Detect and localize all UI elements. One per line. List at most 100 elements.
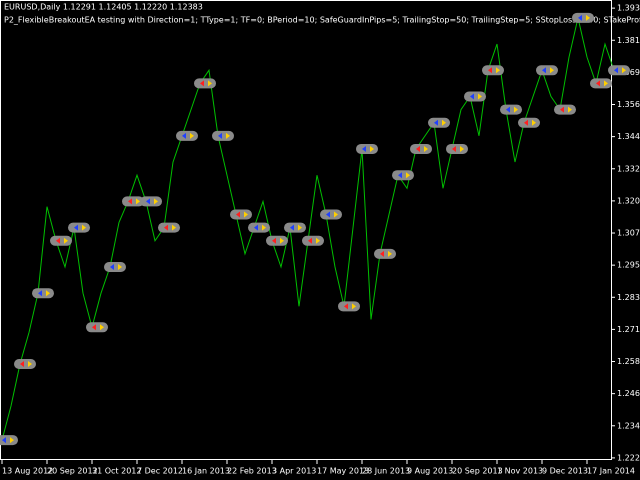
trade-marker (572, 12, 594, 23)
trade-marker (86, 322, 108, 333)
trade-arrow (488, 67, 492, 74)
trade-arrow (514, 106, 518, 113)
trade-arrow (208, 80, 212, 87)
trade-arrow (326, 211, 330, 218)
trade-marker (320, 209, 342, 220)
x-tick-label: 16 Jan 2013 (182, 467, 230, 476)
trade-marker (446, 143, 468, 154)
trade-arrow (28, 361, 32, 368)
trade-arrow (442, 119, 446, 126)
trade-arrow (604, 80, 608, 87)
x-tick-label: 17 Jan 2014 (587, 467, 635, 476)
trade-arrow (380, 250, 384, 257)
x-tick-label: 1 Nov 2013 (497, 467, 543, 476)
trade-marker (338, 301, 360, 312)
trade-arrow (272, 237, 276, 244)
trade-arrow (622, 67, 626, 74)
price-line (1, 17, 615, 441)
x-tick-label: 20 Sep 2012 (47, 467, 98, 476)
trade-arrow (118, 263, 122, 270)
trade-marker (482, 65, 504, 76)
trade-arrow (92, 324, 96, 331)
trade-arrow (496, 67, 500, 74)
trade-arrow (280, 237, 284, 244)
trade-marker (590, 78, 612, 89)
y-tick-label: 1.25895 (617, 357, 640, 366)
trade-marker (140, 196, 162, 207)
trade-arrow (362, 145, 366, 152)
trade-arrow (524, 119, 528, 126)
trade-marker (284, 222, 306, 233)
trade-arrow (388, 250, 392, 257)
trade-arrow (308, 237, 312, 244)
y-tick-label: 1.38145 (617, 36, 640, 45)
plot-frame (0, 0, 612, 460)
trade-arrow (334, 211, 338, 218)
trade-marker (230, 209, 252, 220)
trade-marker (14, 359, 36, 370)
trade-marker (104, 261, 126, 272)
trade-arrow (370, 145, 374, 152)
x-tick-label: 28 Jun 2013 (362, 467, 410, 476)
y-tick-label: 1.24670 (617, 389, 640, 398)
y-tick-label: 1.28345 (617, 293, 640, 302)
x-tick-label: 13 Aug 2012 (2, 467, 53, 476)
trade-arrow (110, 263, 114, 270)
trade-arrow (218, 132, 222, 139)
trade-arrow (164, 224, 168, 231)
x-tick-label: 9 Dec 2013 (542, 467, 588, 476)
trade-arrow (586, 14, 590, 21)
y-tick-label: 1.35695 (617, 100, 640, 109)
trade-arrow (236, 211, 240, 218)
trade-arrow (172, 224, 176, 231)
trade-marker (32, 288, 54, 299)
trade-arrow (64, 237, 68, 244)
trade-arrow (344, 303, 348, 310)
trade-arrow (200, 80, 204, 87)
trade-arrow (614, 67, 618, 74)
trade-marker (266, 235, 288, 246)
trade-arrow (82, 224, 86, 231)
trade-marker (176, 130, 198, 141)
trade-arrow (578, 14, 582, 21)
x-tick-label: 20 Sep 2013 (452, 467, 503, 476)
trade-arrow (146, 198, 150, 205)
trade-arrow (46, 290, 50, 297)
x-tick-label: 17 May 2013 (317, 467, 369, 476)
x-tick-label: 22 Feb 2013 (227, 467, 277, 476)
trade-arrow (254, 224, 258, 231)
trade-marker (0, 435, 18, 446)
trade-arrow (182, 132, 186, 139)
chart-subtitle: P2_FlexibleBreakoutEA testing with Direc… (4, 16, 640, 25)
trade-arrow (136, 198, 140, 205)
trade-arrow (352, 303, 356, 310)
x-tick-label: 3 Apr 2013 (272, 467, 316, 476)
trade-arrow (406, 172, 410, 179)
trade-arrow (398, 172, 402, 179)
trade-arrow (10, 437, 14, 444)
x-tick-label: 7 Dec 2012 (137, 467, 183, 476)
y-tick-label: 1.30795 (617, 229, 640, 238)
trade-arrow (298, 224, 302, 231)
trade-arrow (542, 67, 546, 74)
trade-arrow (226, 132, 230, 139)
y-tick-label: 1.33245 (617, 164, 640, 173)
trade-marker (248, 222, 270, 233)
trade-arrow (190, 132, 194, 139)
trade-marker (356, 143, 378, 154)
trade-marker (392, 170, 414, 181)
trade-arrow (532, 119, 536, 126)
trade-marker (608, 65, 630, 76)
trade-arrow (560, 106, 564, 113)
trade-arrow (262, 224, 266, 231)
y-tick-label: 1.22220 (617, 453, 640, 462)
trade-arrow (74, 224, 78, 231)
trade-marker (410, 143, 432, 154)
trade-marker (212, 130, 234, 141)
trade-marker (68, 222, 90, 233)
x-tick-label: 31 Oct 2012 (92, 467, 141, 476)
trade-arrow (154, 198, 158, 205)
trade-arrow (506, 106, 510, 113)
